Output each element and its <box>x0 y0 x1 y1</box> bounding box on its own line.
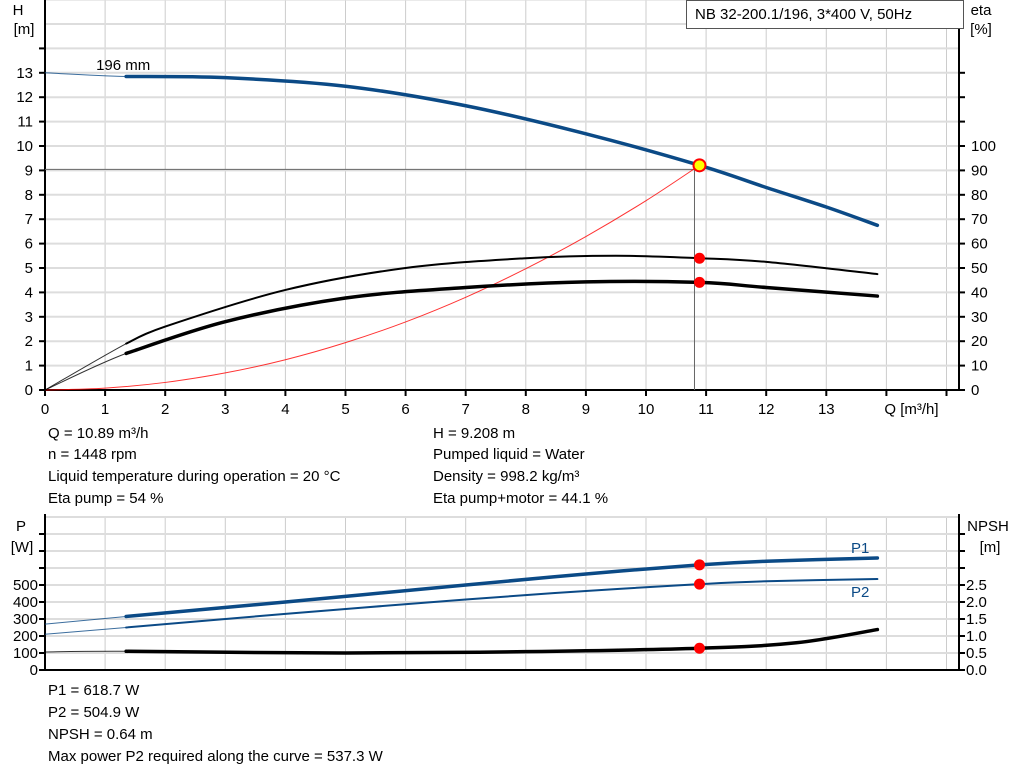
npsh-curve <box>124 627 880 655</box>
y-tick-label-right: 0.0 <box>966 662 987 679</box>
y-axis-label-right: NPSH <box>967 518 1009 535</box>
eta-pump-motor-curve <box>124 279 880 356</box>
y-tick-label-right: 0.5 <box>966 645 987 662</box>
y-tick-label-left: 9 <box>25 162 33 179</box>
y-tick-label-right: 1.5 <box>966 611 987 628</box>
p2-curve <box>125 578 879 629</box>
y-tick-label-left: 0 <box>30 662 38 679</box>
x-tick-label: 2 <box>161 401 169 418</box>
y-tick-label-right: 60 <box>971 236 988 253</box>
x-tick-label: 7 <box>462 401 470 418</box>
x-tick-label: 0 <box>41 401 49 418</box>
info-p1: P1 = 618.7 W <box>48 682 140 699</box>
info-npsh: NPSH = 0.64 m <box>48 726 153 743</box>
y-tick-label-left: 0 <box>25 382 33 399</box>
y-tick-label-right: 10 <box>971 358 988 375</box>
y-tick-label-right: 70 <box>971 211 988 228</box>
y-tick-label-right: 30 <box>971 309 988 326</box>
y-tick-label-left: 5 <box>25 260 33 277</box>
x-tick-label: 5 <box>341 401 349 418</box>
y-tick-label-right: 100 <box>971 138 996 155</box>
y-tick-label-left: 4 <box>25 284 33 301</box>
y-tick-label-right: 40 <box>971 284 988 301</box>
y-axis-label-left: P <box>16 518 26 535</box>
y-tick-label-left: 200 <box>13 628 38 645</box>
y-tick-label-left: 100 <box>13 645 38 662</box>
x-tick-label: 6 <box>401 401 409 418</box>
p1-curve-label: P1 <box>851 540 869 557</box>
x-tick-label: 11 <box>698 401 714 418</box>
y-tick-label-left: 500 <box>13 577 38 594</box>
duty-point-head <box>692 158 707 173</box>
duty-point-eta-pump-motor <box>693 276 705 288</box>
y-tick-label-left: 8 <box>25 187 33 204</box>
y-tick-label-right: 2.0 <box>966 594 987 611</box>
eta-pump-motor-curve-thin <box>44 280 878 391</box>
x-axis-label: Q [m³/h] <box>884 401 938 418</box>
y-axis-unit-left: [W] <box>11 539 34 556</box>
system-curve <box>44 164 700 391</box>
x-tick-label: 4 <box>281 401 289 418</box>
y-tick-label-left: 11 <box>17 114 33 131</box>
p2-curve-label: P2 <box>851 584 869 601</box>
p2-curve-thin <box>44 578 878 635</box>
x-tick-label: 3 <box>221 401 229 418</box>
y-tick-label-right: 90 <box>971 162 988 179</box>
info-liquid: Pumped liquid = Water <box>433 446 585 463</box>
head-curve <box>124 74 880 228</box>
p1-curve <box>124 556 880 619</box>
eta-pump-curve-thin <box>44 255 878 391</box>
y-axis-label-right: eta <box>971 2 993 19</box>
x-tick-label: 13 <box>818 401 835 418</box>
info-eta-pump: Eta pump = 54 % <box>48 490 164 507</box>
y-axis-label-left: H <box>13 2 24 19</box>
y-tick-label-left: 300 <box>13 611 38 628</box>
eta-pump-curve <box>125 254 879 345</box>
y-tick-label-left: 3 <box>25 309 33 326</box>
x-tick-label: 10 <box>638 401 655 418</box>
x-tick-label: 9 <box>582 401 590 418</box>
y-tick-label-left: 13 <box>16 65 33 82</box>
y-tick-label-left: 1 <box>25 358 33 375</box>
y-tick-label-left: 400 <box>13 594 38 611</box>
info-eta-pump-motor: Eta pump+motor = 44.1 % <box>433 490 609 507</box>
info-temperature: Liquid temperature during operation = 20… <box>48 468 341 485</box>
y-axis-unit-left: [m] <box>14 21 35 38</box>
x-tick-label: 8 <box>522 401 530 418</box>
info-max-p2: Max power P2 required along the curve = … <box>48 748 383 765</box>
y-tick-label-right: 1.0 <box>966 628 987 645</box>
y-tick-label-right: 80 <box>971 187 988 204</box>
y-tick-label-left: 6 <box>25 236 33 253</box>
y-tick-label-left: 7 <box>25 211 33 228</box>
y-tick-label-right: 2.5 <box>966 577 987 594</box>
npsh-curve-thin <box>44 629 878 654</box>
duty-point-p1 <box>693 559 705 571</box>
info-head: H = 9.208 m <box>433 425 516 442</box>
y-tick-label-right: 0 <box>971 382 979 399</box>
duty-point-p2 <box>693 578 705 590</box>
x-tick-label: 1 <box>101 401 109 418</box>
head-curve-label: 196 mm <box>96 57 150 74</box>
y-tick-label-right: 20 <box>971 333 988 350</box>
chart-title: NB 32-200.1/196, 3*400 V, 50Hz <box>686 0 964 29</box>
head-curve-thin <box>44 72 878 226</box>
y-axis-unit-right: [%] <box>970 21 992 38</box>
info-p2: P2 = 504.9 W <box>48 704 140 721</box>
duty-point-eta-pump <box>693 252 705 264</box>
y-tick-label-left: 10 <box>16 138 33 155</box>
y-tick-label-left: 2 <box>25 333 33 350</box>
info-density: Density = 998.2 kg/m³ <box>433 468 580 485</box>
y-tick-label-left: 12 <box>16 89 33 106</box>
duty-point-npsh <box>693 642 705 654</box>
info-speed: n = 1448 rpm <box>48 446 137 463</box>
y-tick-label-right: 50 <box>971 260 988 277</box>
x-tick-label: 12 <box>758 401 775 418</box>
y-axis-unit-right: [m] <box>980 539 1001 556</box>
info-flow: Q = 10.89 m³/h <box>48 425 149 442</box>
